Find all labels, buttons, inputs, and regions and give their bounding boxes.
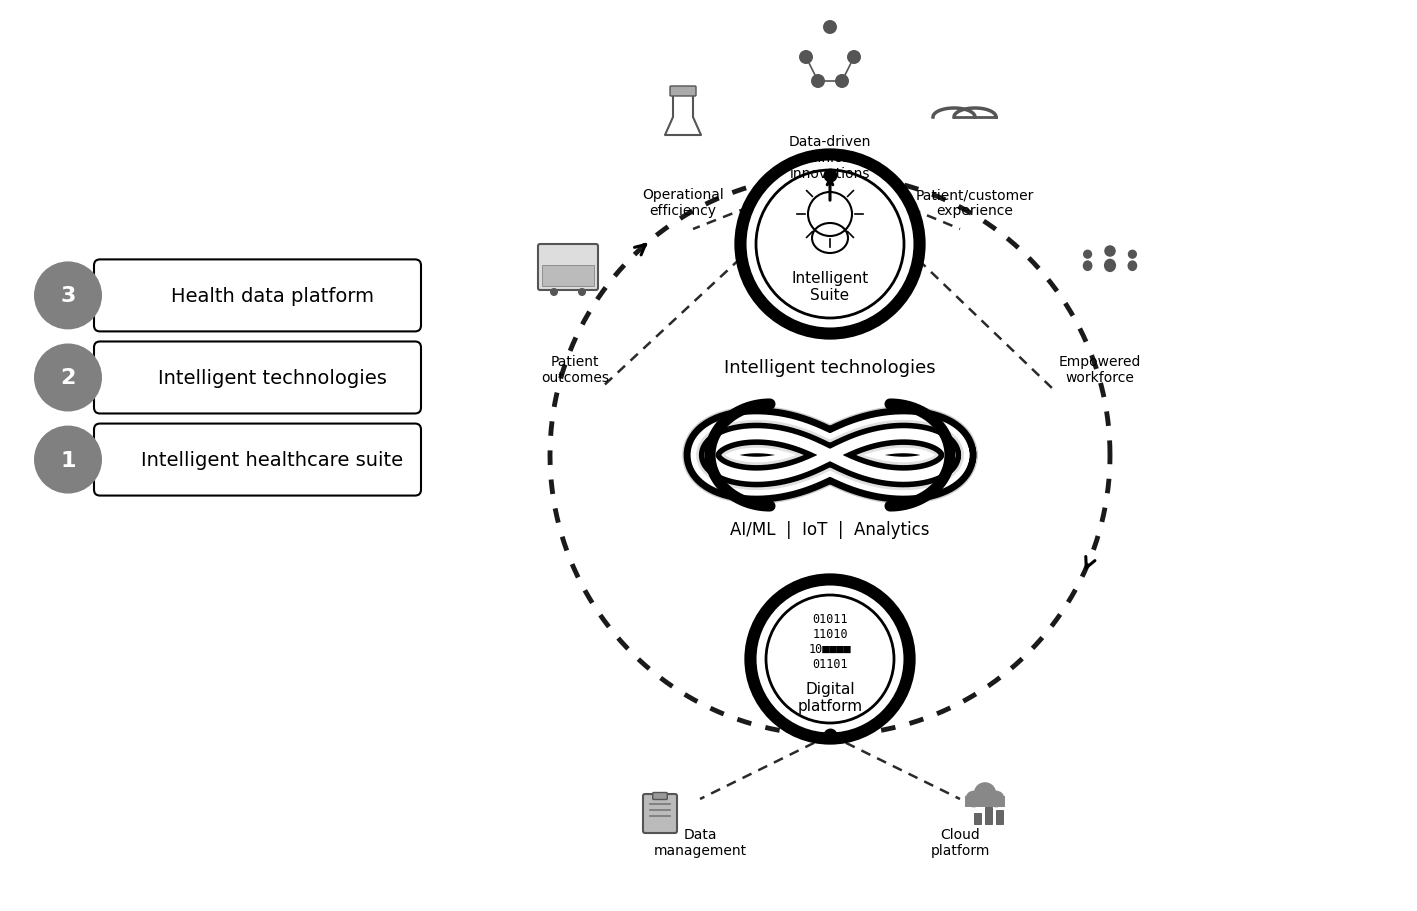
Text: Patient
outcomes: Patient outcomes: [541, 354, 609, 384]
FancyBboxPatch shape: [973, 814, 981, 824]
FancyBboxPatch shape: [538, 245, 598, 291]
Circle shape: [752, 581, 908, 737]
Text: Patient/customer
experience: Patient/customer experience: [915, 188, 1034, 218]
FancyBboxPatch shape: [94, 261, 421, 332]
Circle shape: [965, 791, 982, 807]
Text: Intelligent healthcare suite: Intelligent healthcare suite: [142, 451, 404, 469]
Ellipse shape: [1128, 261, 1138, 271]
Circle shape: [1104, 246, 1115, 258]
Circle shape: [34, 426, 102, 494]
FancyBboxPatch shape: [653, 793, 667, 800]
Text: AI/ML  |  IoT  |  Analytics: AI/ML | IoT | Analytics: [730, 520, 930, 538]
FancyBboxPatch shape: [94, 425, 421, 496]
Circle shape: [1083, 251, 1093, 260]
FancyBboxPatch shape: [996, 810, 1003, 824]
Text: Digital
platform: Digital platform: [798, 681, 863, 713]
Ellipse shape: [1083, 261, 1093, 271]
Circle shape: [823, 21, 837, 35]
Text: Intelligent
Suite: Intelligent Suite: [791, 271, 869, 302]
Circle shape: [799, 51, 813, 65]
FancyBboxPatch shape: [965, 796, 1005, 807]
Text: Data
management: Data management: [653, 827, 747, 857]
Circle shape: [743, 157, 918, 333]
FancyBboxPatch shape: [670, 87, 696, 97]
Text: Health data platform: Health data platform: [171, 287, 374, 305]
Text: Intelligent technologies: Intelligent technologies: [724, 359, 935, 376]
Circle shape: [847, 51, 862, 65]
Text: Cloud
platform: Cloud platform: [931, 827, 989, 857]
Text: 3 Key components:: 3 Key components:: [101, 280, 340, 300]
Circle shape: [578, 289, 587, 297]
Text: Data-driven
clinical
innovations: Data-driven clinical innovations: [789, 135, 871, 181]
FancyBboxPatch shape: [94, 343, 421, 414]
Ellipse shape: [1104, 260, 1117, 272]
Text: Intelligent technologies: Intelligent technologies: [159, 369, 387, 387]
FancyBboxPatch shape: [541, 266, 594, 287]
Circle shape: [34, 344, 102, 412]
Circle shape: [973, 783, 996, 804]
Circle shape: [550, 289, 558, 297]
FancyBboxPatch shape: [643, 794, 677, 833]
Circle shape: [811, 75, 825, 89]
Text: 2: 2: [61, 368, 75, 388]
Circle shape: [835, 75, 849, 89]
Text: Operational
efficiency: Operational efficiency: [642, 188, 724, 218]
Circle shape: [1128, 251, 1136, 260]
Text: 01011
11010
10■■■■
01101: 01011 11010 10■■■■ 01101: [809, 612, 852, 670]
Text: Empowered
workforce: Empowered workforce: [1058, 354, 1141, 384]
Text: 1: 1: [61, 450, 75, 470]
Circle shape: [988, 791, 1005, 807]
Text: 3: 3: [61, 286, 75, 306]
Circle shape: [34, 262, 102, 330]
FancyBboxPatch shape: [985, 807, 992, 824]
